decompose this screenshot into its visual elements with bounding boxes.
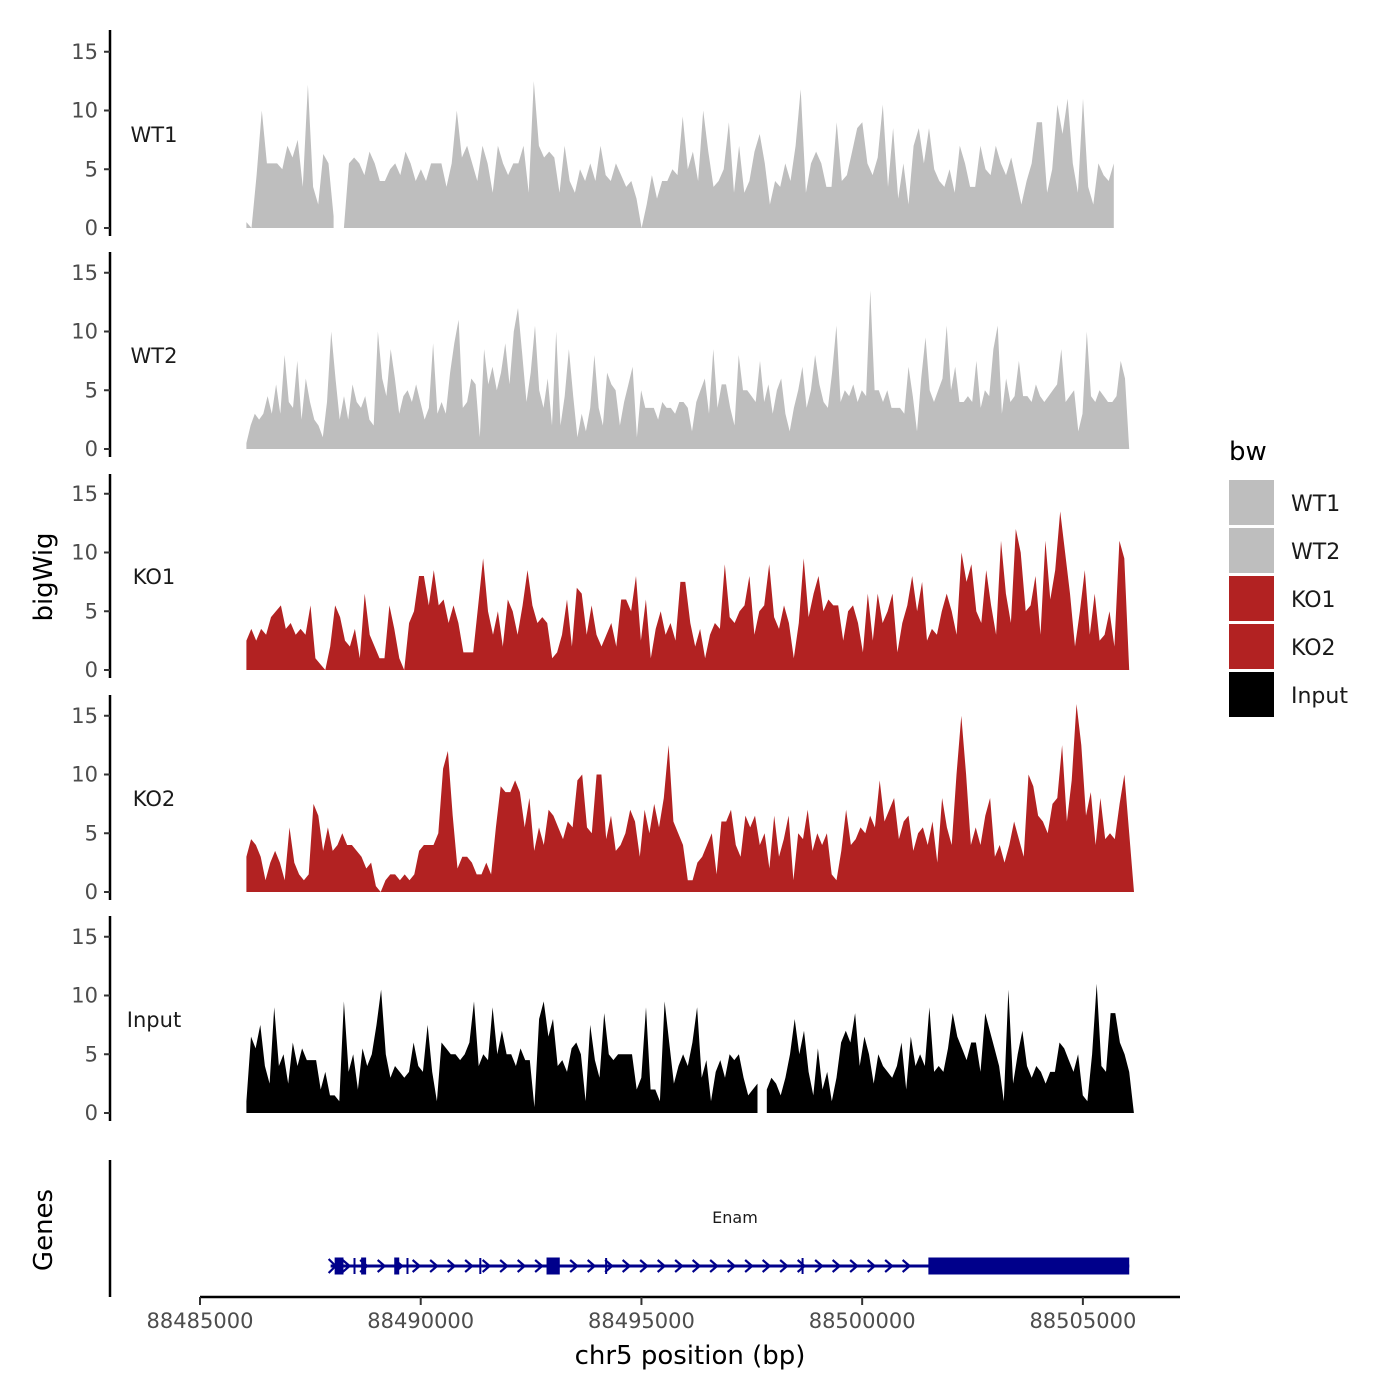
- y-tick-label: 10: [71, 99, 98, 123]
- y-tick-label: 15: [71, 704, 98, 728]
- x-tick-label: 88490000: [367, 1309, 474, 1333]
- y-tick-label: 5: [85, 157, 98, 181]
- y-tick-label: 15: [71, 261, 98, 285]
- y-tick-label: 5: [85, 1042, 98, 1066]
- strand-arrow: [814, 1259, 824, 1273]
- strand-arrow: [901, 1259, 912, 1273]
- gene-track: Enam: [108, 1160, 1130, 1297]
- exon-block: [546, 1257, 560, 1275]
- signal-area-ko2: [246, 704, 1158, 892]
- legend-label: KO2: [1291, 636, 1336, 661]
- y-tick-label: 0: [85, 216, 98, 240]
- y-tick-label: 0: [85, 437, 98, 461]
- legend-key-ko1: [1229, 576, 1274, 621]
- signal-area-wt1: [246, 84, 334, 228]
- strand-arrow: [744, 1259, 754, 1273]
- strand-arrow: [831, 1259, 842, 1273]
- x-tick-label: 88500000: [809, 1309, 916, 1333]
- strand-arrow: [341, 1259, 352, 1273]
- legend-label: KO1: [1291, 588, 1336, 613]
- strand-arrow: [691, 1259, 702, 1273]
- exon-block: [394, 1257, 400, 1275]
- signal-area-input: [246, 989, 758, 1113]
- x-axis-title: chr5 position (bp): [575, 1341, 806, 1371]
- y-tick-label: 10: [71, 763, 98, 787]
- strand-arrow: [516, 1259, 527, 1273]
- y-tick-label: 10: [71, 541, 98, 565]
- y-tick-label: 10: [71, 984, 98, 1008]
- strand-arrow: [499, 1259, 509, 1273]
- strand-arrow: [656, 1259, 667, 1273]
- strand-arrow: [446, 1259, 457, 1273]
- strand-arrow: [604, 1259, 614, 1273]
- strand-arrow: [376, 1259, 387, 1273]
- legend-label: Input: [1291, 684, 1348, 709]
- gene-name-label: Enam: [712, 1208, 758, 1227]
- legend-title: bw: [1229, 437, 1267, 467]
- signal-area-ko1: [246, 511, 1135, 670]
- legend-key-ko2: [1229, 624, 1274, 669]
- y-tick-label: 0: [85, 1101, 98, 1125]
- y-tick-label: 15: [71, 40, 98, 64]
- strand-arrow: [779, 1259, 789, 1273]
- track-label: KO2: [133, 787, 176, 811]
- genes-axis-title: Genes: [29, 1189, 59, 1271]
- strand-arrow: [796, 1259, 807, 1273]
- track-ko1: 0 5 10 15 KO1: [71, 474, 1135, 682]
- signal-area-wt2: [246, 290, 1138, 449]
- legend-key-wt1: [1229, 480, 1274, 525]
- strand-arrow: [411, 1259, 422, 1273]
- track-label: WT1: [131, 123, 178, 147]
- strand-arrow: [761, 1259, 772, 1273]
- strand-arrow: [586, 1259, 597, 1273]
- y-tick-label: 0: [85, 880, 98, 904]
- strand-arrow: [621, 1259, 632, 1273]
- y-tick-label: 15: [71, 925, 98, 949]
- y-tick-label: 0: [85, 658, 98, 682]
- strand-arrow: [709, 1259, 719, 1273]
- track-label: KO1: [133, 565, 176, 589]
- strand-arrow: [849, 1259, 859, 1273]
- x-tick-label: 88505000: [1029, 1309, 1136, 1333]
- y-tick-label: 5: [85, 378, 98, 402]
- x-tick-label: 88495000: [588, 1309, 695, 1333]
- x-axis: 88485000 88490000 88495000 88500000 88505000: [147, 1295, 1180, 1333]
- strand-arrow: [884, 1259, 894, 1273]
- strand-arrow: [481, 1259, 492, 1273]
- legend-label: WT2: [1291, 540, 1340, 565]
- legend-key-wt2: [1229, 528, 1274, 573]
- track-label: Input: [127, 1008, 181, 1032]
- y-tick-label: 10: [71, 320, 98, 344]
- y-axis-title: bigWig: [29, 532, 59, 621]
- strand-arrow: [429, 1259, 439, 1273]
- legend: bw WT1 WT2 KO1 KO2 Input: [1229, 437, 1348, 717]
- signal-tracks: 0 5 10 15 WT1 0 5 10 15 WT2 0 5 10 15 KO1 0 5 10 15 KO2 0 5 10…: [71, 30, 1172, 1125]
- strand-arrow: [866, 1259, 877, 1273]
- y-tick-label: 15: [71, 482, 98, 506]
- exon-block: [928, 1257, 1130, 1275]
- strand-arrow: [569, 1259, 579, 1273]
- track-label: WT2: [131, 344, 178, 368]
- strand-arrow: [674, 1259, 684, 1273]
- track-input: 0 5 10 15 Input: [71, 916, 1172, 1125]
- track-ko2: 0 5 10 15 KO2: [71, 695, 1158, 904]
- x-tick-label: 88485000: [147, 1309, 254, 1333]
- legend-label: WT1: [1291, 492, 1340, 517]
- signal-area-input: [766, 983, 1172, 1113]
- strand-arrow: [464, 1259, 474, 1273]
- exon-block: [334, 1257, 344, 1275]
- strand-arrow: [639, 1259, 649, 1273]
- y-tick-label: 5: [85, 599, 98, 623]
- strand-arrow: [726, 1259, 737, 1273]
- track-wt1: 0 5 10 15 WT1: [71, 30, 1114, 240]
- strand-arrow: [534, 1259, 544, 1273]
- exon-block: [361, 1257, 367, 1275]
- signal-area-wt1: [343, 81, 1114, 228]
- y-tick-label: 5: [85, 821, 98, 845]
- track-wt2: 0 5 10 15 WT2: [71, 252, 1138, 461]
- legend-key-input: [1229, 672, 1274, 717]
